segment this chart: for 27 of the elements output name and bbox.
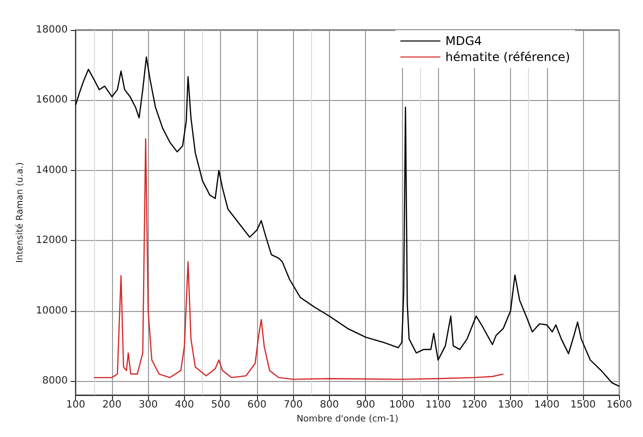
legend-label: hématite (référence) bbox=[445, 50, 570, 64]
x-tick-label: 300 bbox=[138, 400, 158, 411]
x-tick-label: 100 bbox=[66, 400, 86, 411]
y-tick-label: 14000 bbox=[36, 164, 68, 176]
x-tick-label: 700 bbox=[284, 400, 303, 411]
y-axis-title: Intensité Raman (u.a.) bbox=[14, 162, 26, 263]
x-tick-label: 200 bbox=[102, 400, 122, 411]
x-tick-label: 1200 bbox=[462, 400, 488, 411]
x-axis-title: Nombre d'onde (cm-1) bbox=[296, 414, 398, 424]
x-tick-label: 900 bbox=[356, 400, 376, 411]
y-tick-label: 18000 bbox=[36, 24, 68, 36]
x-tick-label: 1300 bbox=[498, 400, 524, 411]
legend-label: MDG4 bbox=[445, 34, 482, 48]
x-tick-label: 500 bbox=[211, 400, 230, 411]
x-tick-label: 1400 bbox=[534, 400, 560, 411]
x-tick-label: 600 bbox=[247, 400, 266, 411]
x-tick-label: 1000 bbox=[389, 400, 415, 411]
y-tick-label: 10000 bbox=[36, 305, 68, 316]
x-tick-label: 1500 bbox=[570, 400, 596, 411]
line-series bbox=[93, 138, 504, 380]
x-tick-label: 400 bbox=[174, 400, 194, 411]
y-tick-label: 8000 bbox=[42, 376, 68, 387]
x-tick-label: 1100 bbox=[425, 400, 451, 411]
y-tick-label: 12000 bbox=[36, 235, 68, 246]
x-tick-label: 1600 bbox=[606, 400, 632, 411]
x-tick-label: 800 bbox=[320, 400, 339, 411]
y-tick-label: 16000 bbox=[36, 94, 68, 106]
